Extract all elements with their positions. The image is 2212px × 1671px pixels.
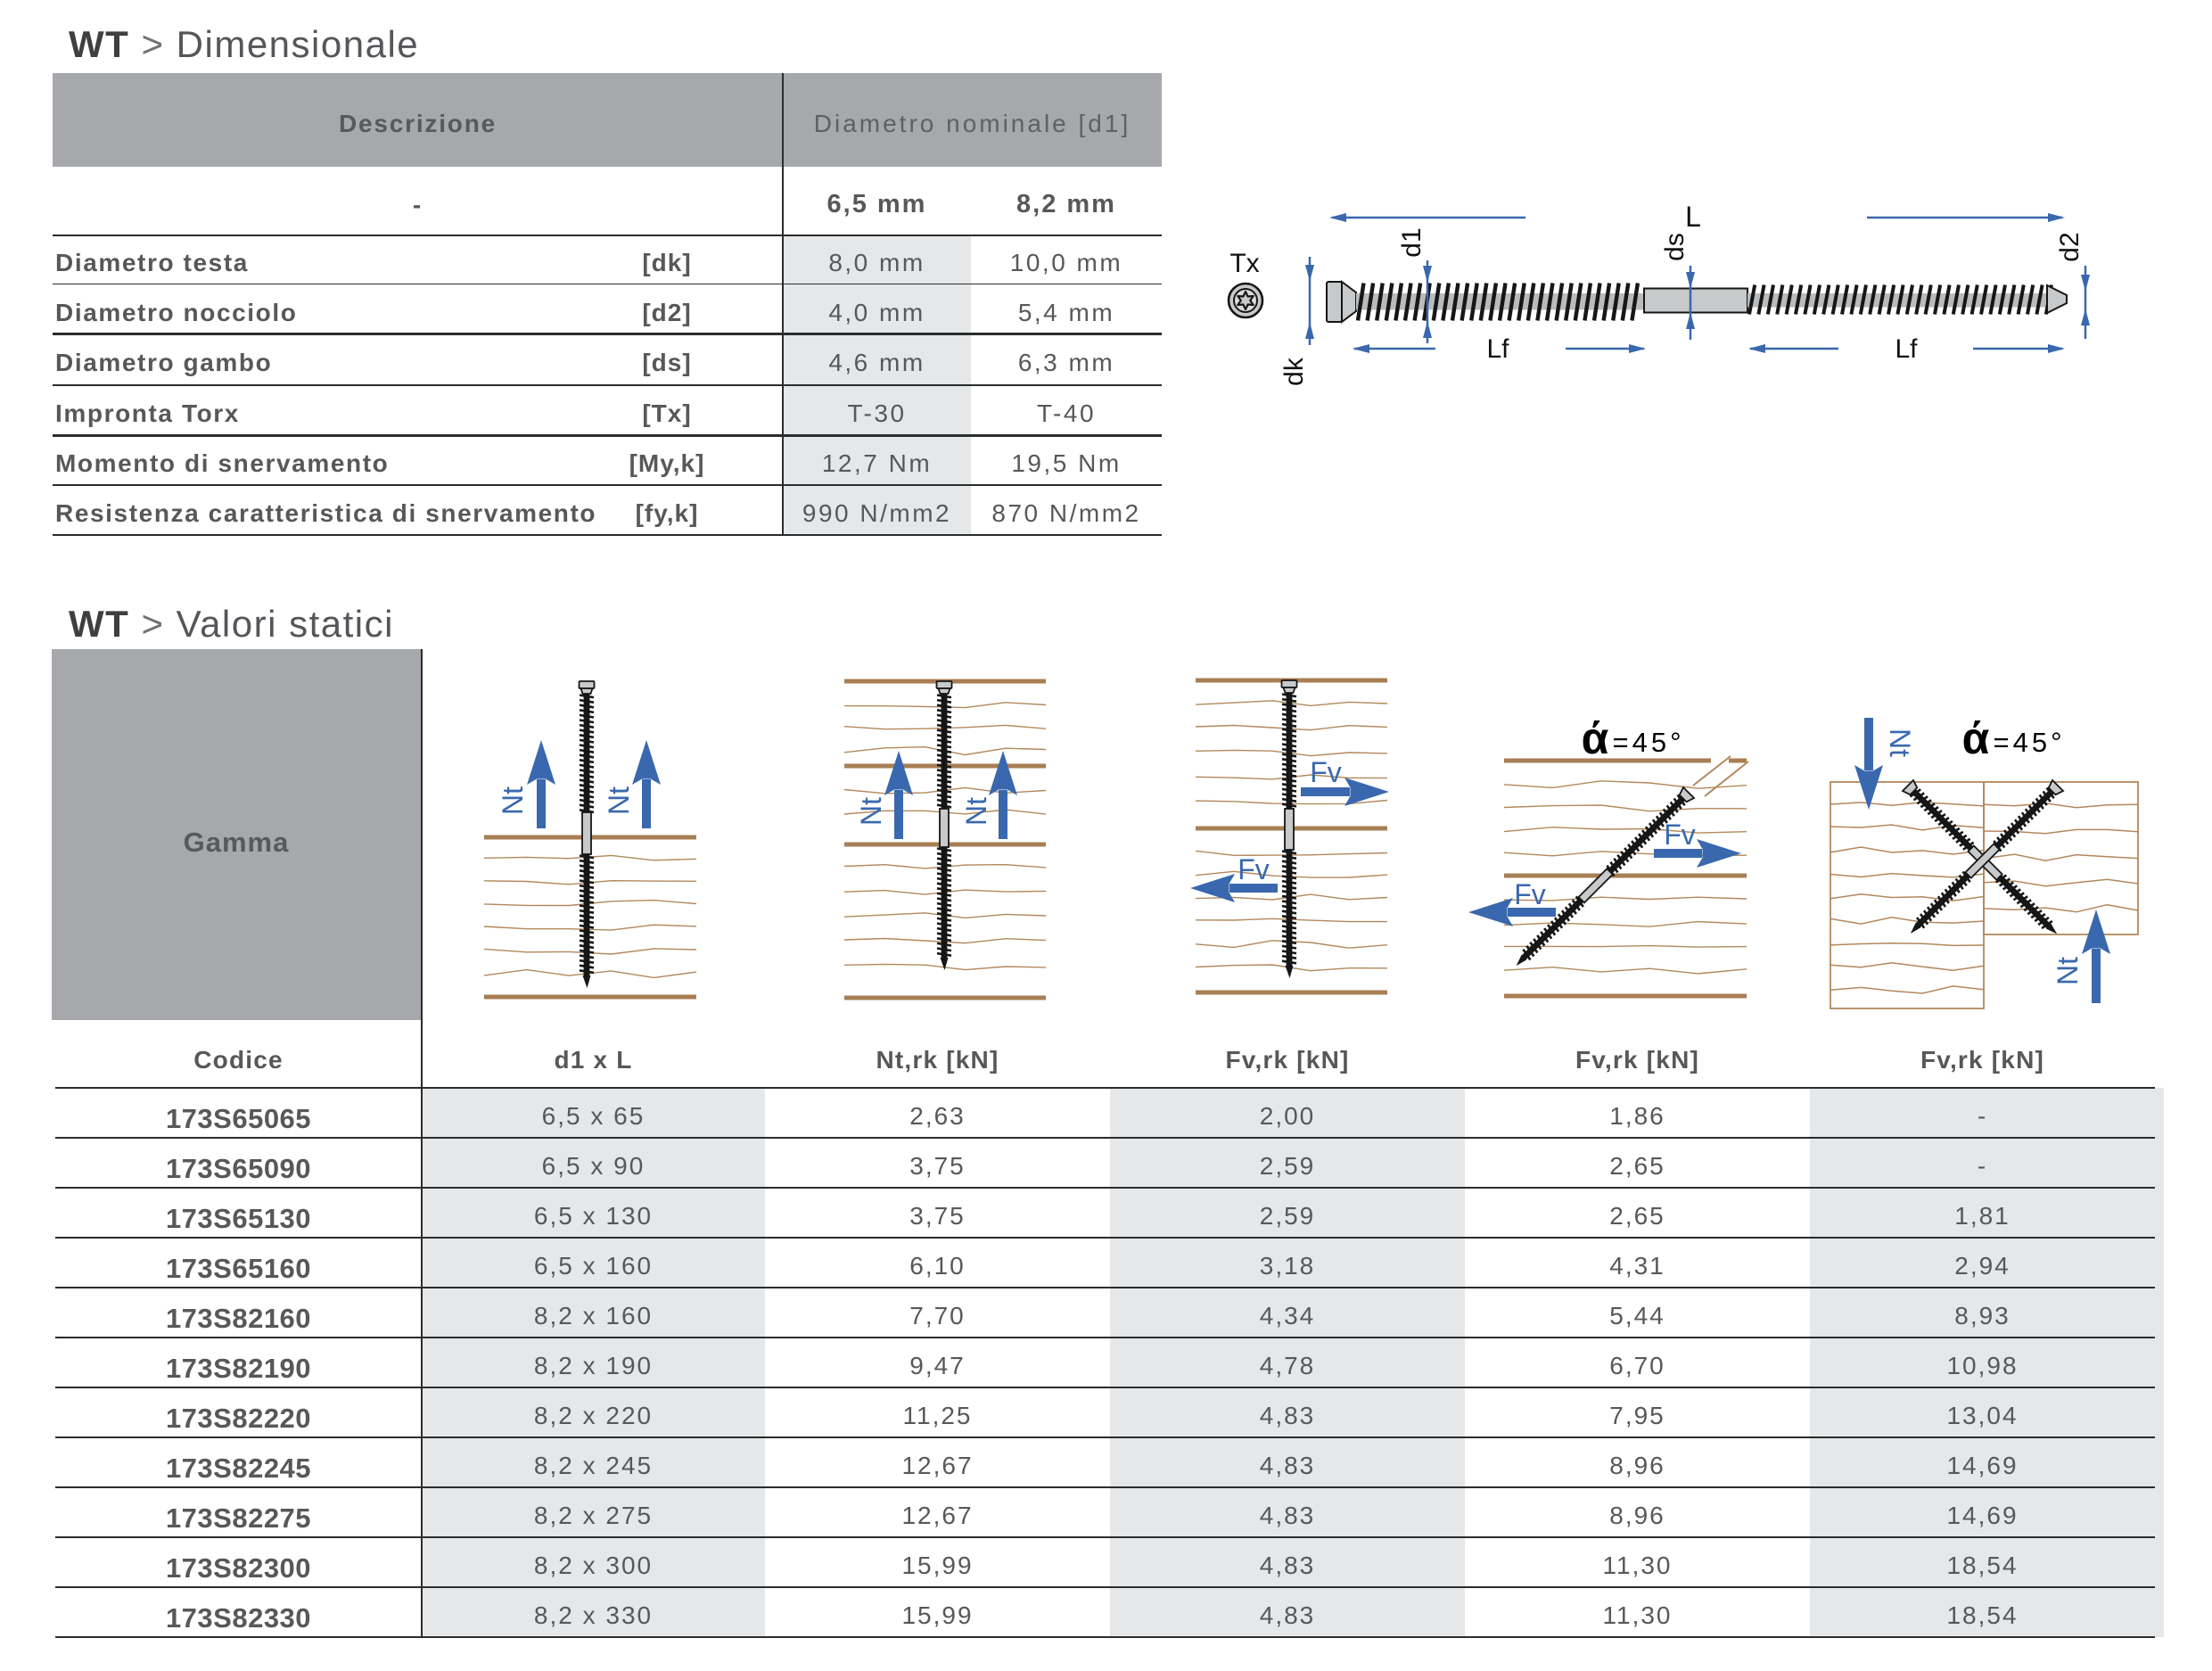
svg-text:Fv: Fv: [1514, 878, 1546, 910]
svg-text:ds: ds: [1660, 233, 1690, 261]
svg-text:Fv: Fv: [1664, 819, 1696, 851]
svg-text:L: L: [1685, 201, 1701, 233]
svg-text:Nt: Nt: [960, 797, 992, 826]
svg-text:Nt: Nt: [497, 786, 529, 815]
svg-text:ά: ά: [1962, 713, 1990, 763]
svg-text:Nt: Nt: [855, 797, 887, 826]
svg-text:dk: dk: [1279, 357, 1309, 386]
svg-text:d1: d1: [1397, 227, 1427, 257]
svg-text:=45°: =45°: [1613, 727, 1685, 758]
svg-text:Fv: Fv: [1238, 853, 1270, 885]
svg-text:Nt: Nt: [1884, 728, 1916, 757]
svg-text:Nt: Nt: [603, 786, 635, 815]
svg-text:Tx: Tx: [1229, 249, 1259, 278]
svg-text:ά: ά: [1582, 713, 1609, 763]
svg-text:Nt: Nt: [2052, 957, 2084, 985]
svg-text:Lf: Lf: [1486, 334, 1509, 364]
svg-text:Lf: Lf: [1895, 334, 1918, 364]
svg-text:Fv: Fv: [1310, 756, 1342, 788]
svg-text:d2: d2: [2055, 232, 2085, 261]
svg-text:=45°: =45°: [1994, 727, 2066, 758]
